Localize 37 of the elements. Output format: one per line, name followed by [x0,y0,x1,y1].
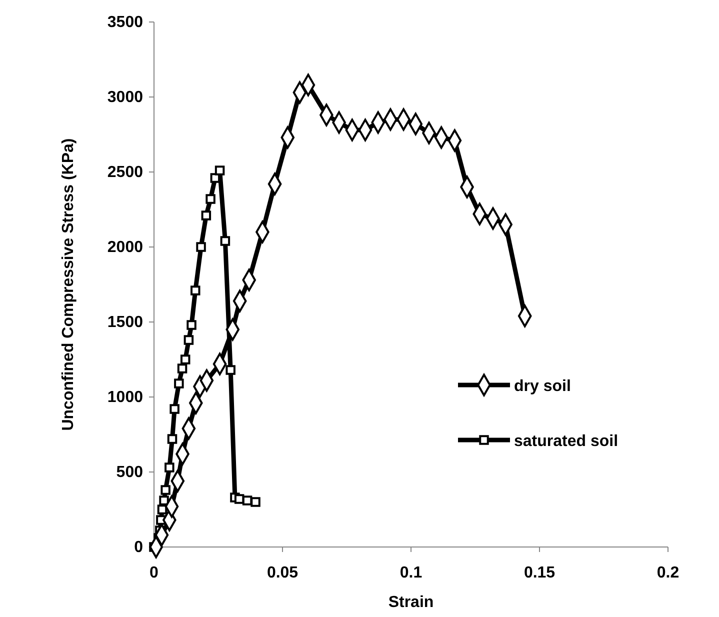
y-tick-label: 3500 [107,14,144,32]
y-tick-label: 1500 [107,314,144,332]
legend-label: saturated soil [514,433,618,450]
point [214,166,225,176]
point [177,364,188,374]
point [250,497,260,507]
point [160,485,170,495]
x-axis-title: Strain [388,594,434,611]
point [242,496,252,506]
point [186,320,196,330]
point [167,434,178,444]
y-tick-label: 2500 [107,164,144,182]
x-tick-label: 0.2 [656,564,680,582]
point [180,354,190,364]
point [159,496,169,506]
y-tick-label: 2000 [107,239,144,256]
x-tick-label: 0.05 [266,564,298,582]
point [196,242,206,252]
point [174,378,184,388]
point [184,335,194,345]
point [190,286,200,296]
point [226,365,236,375]
y-axis-title: Unconfined Compressive Stress (KPa) [60,138,77,431]
y-tick-label: 0 [134,539,144,556]
point [234,494,244,504]
x-tick-label: 0.15 [524,564,556,582]
point [164,462,174,472]
x-tick-label: 0 [150,564,159,582]
point [201,210,212,220]
y-tick-label: 1000 [107,389,144,406]
y-tick-label: 500 [116,464,144,482]
point [170,404,180,414]
point [220,236,230,246]
x-tick-label: 0.1 [400,564,422,582]
y-tick-label: 3000 [107,89,144,106]
legend-label: dry soil [514,378,571,395]
point [206,194,216,204]
